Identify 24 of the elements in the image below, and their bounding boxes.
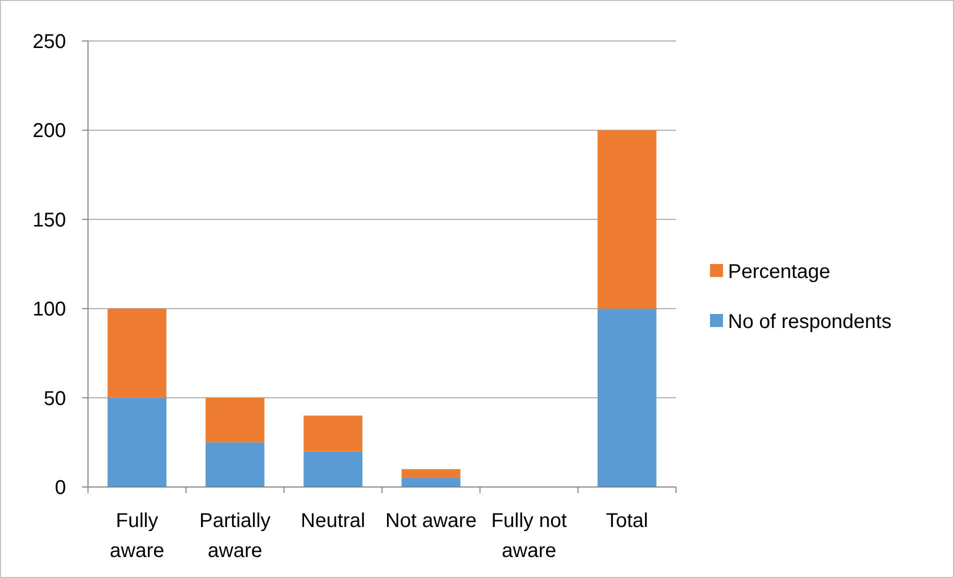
x-tick-label: Fully aware <box>110 510 164 562</box>
y-tick-label: 0 <box>54 477 66 499</box>
y-tick-label: 150 <box>32 209 66 232</box>
y-tick-label: 50 <box>44 388 66 410</box>
bar <box>598 130 656 309</box>
x-tick-label: Total <box>606 510 648 532</box>
bar <box>304 451 362 487</box>
bar <box>206 442 264 487</box>
bar <box>108 308 166 398</box>
bar <box>402 478 460 487</box>
y-tick-label: 100 <box>32 298 66 321</box>
y-tick-label: 200 <box>32 120 66 142</box>
bar <box>402 469 460 478</box>
x-tick-label: Fully not aware <box>491 510 568 562</box>
legend-label: Percentage <box>728 261 830 283</box>
bar <box>206 398 264 442</box>
x-tick-label: Not aware <box>385 510 477 532</box>
bar <box>304 416 362 452</box>
legend-label: No of respondents <box>728 311 892 333</box>
x-tick-label: Neutral <box>300 510 366 532</box>
x-tick-label: Partially aware <box>199 510 271 562</box>
bar <box>108 398 166 487</box>
y-tick-label: 250 <box>32 31 66 53</box>
bar <box>598 308 656 487</box>
